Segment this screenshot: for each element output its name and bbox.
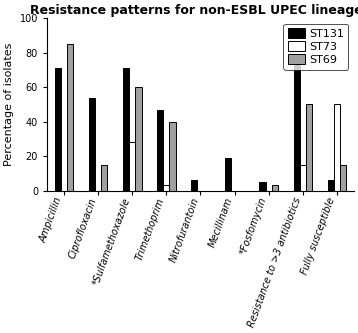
Y-axis label: Percentage of isolates: Percentage of isolates [4, 43, 14, 166]
Legend: ST131, ST73, ST69: ST131, ST73, ST69 [284, 24, 348, 70]
Bar [328, 180, 334, 190]
Bar [272, 185, 278, 190]
Bar [260, 182, 266, 190]
Bar [294, 60, 300, 190]
Bar [191, 180, 197, 190]
Bar [101, 165, 107, 190]
Bar [123, 68, 129, 190]
Title: Resistance patterns for non-ESBL UPEC lineages: Resistance patterns for non-ESBL UPEC li… [30, 4, 358, 17]
Bar [300, 165, 306, 190]
Bar [157, 110, 163, 190]
Bar [334, 105, 340, 190]
Bar [163, 185, 169, 190]
Bar [340, 165, 346, 190]
Bar [67, 44, 73, 190]
Bar [225, 158, 232, 190]
Bar [169, 122, 176, 190]
Bar [129, 142, 135, 190]
Bar [135, 87, 141, 190]
Bar [89, 98, 95, 190]
Bar [55, 68, 61, 190]
Bar [306, 105, 312, 190]
